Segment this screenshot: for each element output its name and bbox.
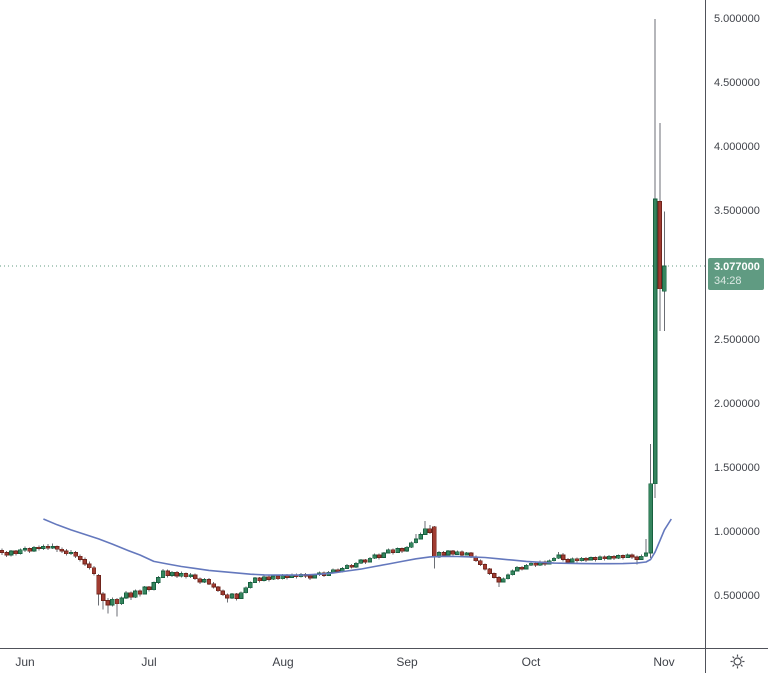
chart-pane[interactable] xyxy=(0,0,706,648)
month-tick-label: Jun xyxy=(15,655,35,669)
price-axis[interactable]: 3.077000 34:28 5.000000 4.500000 4.000000 3… xyxy=(705,0,768,648)
bar-countdown: 34:28 xyxy=(714,275,742,287)
price-tick-label: 4.500000 xyxy=(714,77,760,89)
month-tick-label: Aug xyxy=(272,655,294,669)
month-tick-label: Nov xyxy=(653,655,675,669)
month-tick-label: Jul xyxy=(141,655,157,669)
time-axis[interactable]: Jun Jul Aug Sep Oct Nov xyxy=(0,648,706,673)
candlestick-chart[interactable] xyxy=(0,0,706,648)
price-tick-label: 0.500000 xyxy=(714,590,760,602)
price-tick-label: 4.000000 xyxy=(714,141,760,153)
last-price-badge: 3.077000 34:28 xyxy=(708,258,764,290)
price-tick-label: 5.000000 xyxy=(714,13,760,25)
price-tick-label: 3.500000 xyxy=(714,205,760,217)
axis-corner xyxy=(705,648,768,673)
price-tick-label: 1.500000 xyxy=(714,462,760,474)
time-axis-settings-button[interactable] xyxy=(727,651,748,672)
moving-average-line xyxy=(43,518,672,576)
month-tick-label: Sep xyxy=(396,655,418,669)
price-tick-label: 1.000000 xyxy=(714,526,760,538)
price-tick-label: 2.000000 xyxy=(714,398,760,410)
month-tick-label: Oct xyxy=(521,655,541,669)
gear-icon xyxy=(730,654,744,668)
price-tick-label: 2.500000 xyxy=(714,334,760,346)
last-price-value: 3.077000 xyxy=(714,261,760,273)
